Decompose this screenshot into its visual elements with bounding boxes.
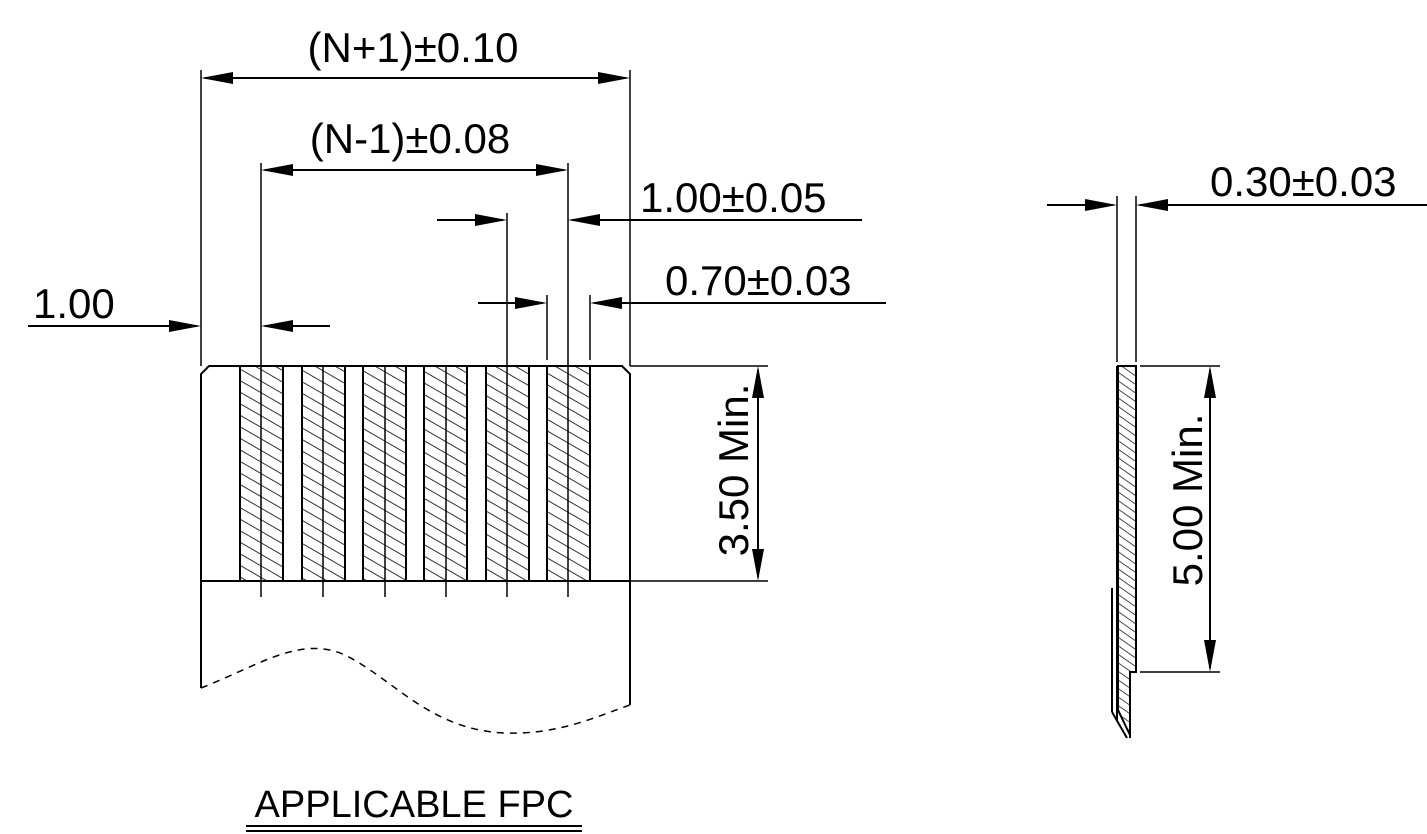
dim-contact-length: 3.50 Min.: [630, 365, 768, 582]
caption: APPLICABLE FPC: [246, 784, 582, 832]
dim-edge-offset-label: 1.00: [33, 280, 115, 327]
caption-title: APPLICABLE FPC: [255, 784, 574, 826]
dim-overall-width-label: (N+1)±0.10: [308, 24, 519, 71]
break-line: [200, 647, 631, 734]
dim-pitch: 1.00±0.05: [437, 174, 862, 226]
dim-pad-width: 0.70±0.03: [478, 257, 886, 309]
fpc-outline-top: [200, 365, 631, 705]
dim-pitch-span-label: (N-1)±0.08: [310, 115, 510, 162]
dim-edge-offset: 1.00: [28, 280, 330, 332]
dim-thickness-label: 0.30±0.03: [1210, 158, 1397, 205]
dim-pitch-label: 1.00±0.05: [640, 174, 827, 221]
side-stiffener: [1117, 365, 1137, 736]
dim-contact-length-label: 3.50 Min.: [710, 384, 757, 557]
pad-centerlines: [260, 163, 569, 597]
dim-pitch-span: (N-1)±0.08: [261, 115, 568, 176]
dim-overall-width: (N+1)±0.10: [201, 24, 630, 84]
contact-pads: [239, 365, 591, 582]
fpc-front-view: [200, 70, 631, 734]
dim-thickness: 0.30±0.03: [1047, 158, 1427, 211]
dim-stiffener-length: 5.00 Min.: [1140, 365, 1220, 673]
dim-pad-width-label: 0.70±0.03: [665, 257, 852, 304]
fpc-side-view: [1111, 196, 1137, 739]
dim-stiffener-length-label: 5.00 Min.: [1164, 414, 1211, 587]
